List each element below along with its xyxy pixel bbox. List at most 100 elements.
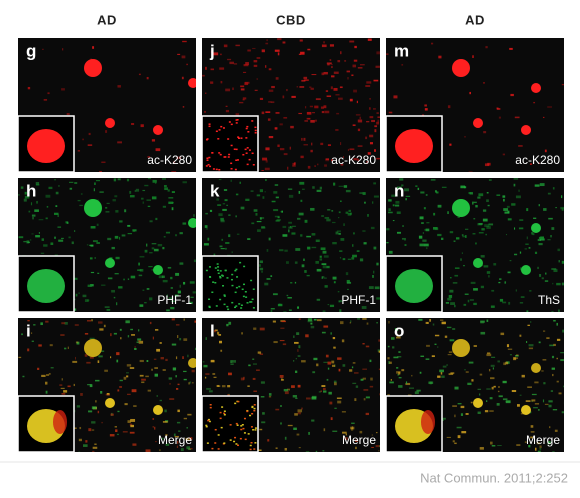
speck: [230, 162, 233, 165]
speck: [48, 373, 51, 375]
speck: [223, 442, 226, 444]
speck: [372, 201, 374, 204]
speck: [538, 204, 540, 207]
speck: [307, 320, 313, 323]
speck: [218, 129, 221, 131]
speck: [362, 343, 365, 345]
speck: [352, 244, 354, 247]
speck: [45, 390, 48, 394]
speck: [525, 400, 531, 402]
speck: [346, 281, 352, 284]
speck: [369, 134, 374, 138]
speck: [287, 297, 292, 299]
speck: [391, 194, 396, 197]
speck: [518, 189, 520, 192]
speck: [367, 152, 371, 155]
speck: [262, 196, 265, 199]
speck: [547, 106, 552, 108]
speck: [110, 413, 114, 416]
speck: [283, 388, 288, 392]
speck: [168, 201, 174, 204]
speck: [405, 195, 411, 197]
speck: [68, 181, 74, 184]
speck: [221, 406, 224, 408]
speck: [97, 199, 99, 201]
speck: [18, 194, 20, 196]
speck: [333, 346, 336, 349]
speck: [337, 60, 341, 63]
speck: [323, 428, 326, 432]
speck: [218, 152, 221, 154]
speck: [261, 111, 265, 115]
speck: [221, 385, 226, 388]
speck: [338, 185, 344, 187]
speck: [525, 243, 529, 245]
speck: [28, 210, 31, 213]
speck: [142, 189, 146, 192]
speck: [350, 320, 352, 323]
speck: [497, 108, 501, 110]
speck: [242, 153, 245, 156]
speck: [499, 278, 502, 280]
speck: [215, 168, 218, 171]
speck: [345, 272, 349, 276]
speck: [183, 417, 188, 420]
speck: [220, 80, 223, 84]
speck: [107, 237, 112, 241]
speck: [462, 235, 466, 238]
speck: [561, 84, 564, 86]
speck: [91, 319, 93, 322]
speck: [563, 401, 564, 405]
speck: [142, 201, 145, 204]
speck: [320, 106, 324, 109]
speck: [303, 76, 308, 80]
speck: [353, 232, 355, 235]
speck: [22, 375, 25, 378]
speck: [301, 79, 306, 82]
speck: [295, 397, 298, 399]
speck: [252, 307, 255, 309]
speck: [297, 355, 301, 358]
speck: [488, 368, 491, 372]
speck: [454, 442, 457, 445]
speck: [84, 299, 89, 302]
speck: [377, 116, 380, 118]
speck: [119, 236, 121, 240]
speck: [439, 369, 444, 373]
speck: [304, 79, 309, 82]
speck: [259, 189, 264, 193]
speck: [491, 356, 496, 358]
speck: [243, 265, 246, 268]
speck: [177, 383, 180, 386]
speck: [378, 368, 380, 371]
speck: [126, 372, 129, 374]
speck: [293, 359, 295, 362]
speck: [465, 235, 467, 238]
speck: [223, 189, 228, 191]
speck: [295, 358, 297, 360]
speck: [518, 145, 523, 147]
panel-label: Merge: [342, 433, 376, 447]
speck: [419, 371, 422, 374]
speck: [217, 385, 221, 387]
speck: [146, 360, 149, 363]
speck: [483, 131, 487, 134]
speck: [548, 400, 553, 403]
speck: [183, 370, 187, 373]
speck: [292, 164, 296, 167]
speck: [305, 334, 309, 338]
speck: [490, 441, 493, 445]
speck: [258, 264, 262, 267]
blob: [473, 398, 483, 408]
speck: [398, 371, 401, 375]
speck: [310, 119, 315, 123]
speck: [401, 184, 404, 187]
speck: [374, 286, 380, 290]
speck: [225, 109, 230, 113]
speck: [343, 223, 345, 226]
speck: [137, 269, 142, 271]
speck: [146, 76, 149, 80]
speck: [176, 156, 182, 160]
speck: [138, 329, 140, 332]
speck: [221, 274, 224, 277]
